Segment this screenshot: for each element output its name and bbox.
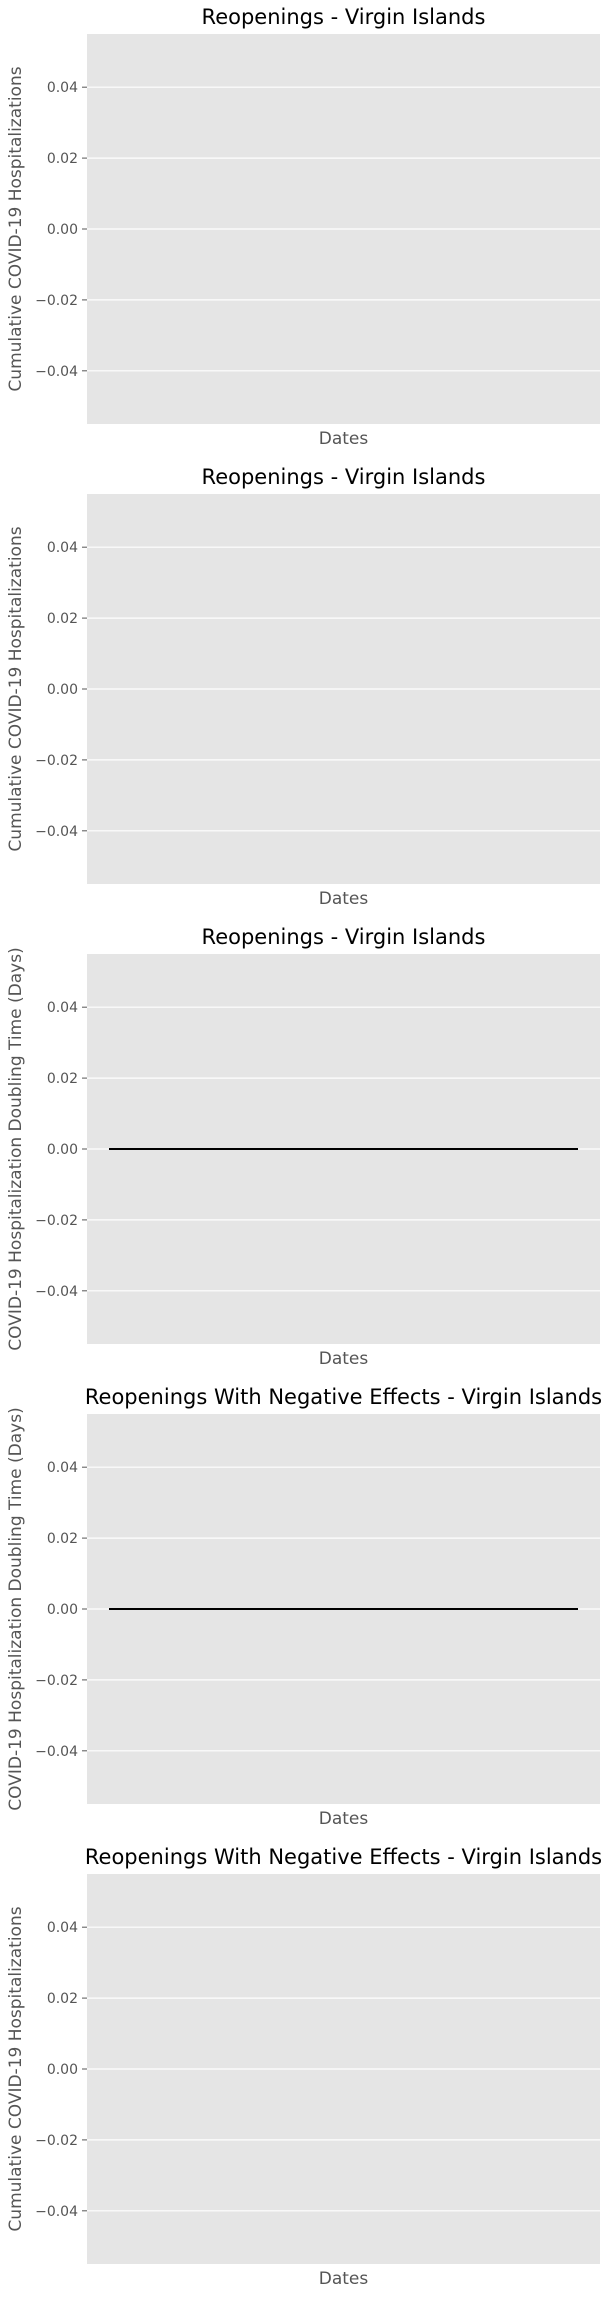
- y-tick-label: −0.04: [35, 1284, 78, 1300]
- y-tick-label: 0.04: [47, 540, 78, 556]
- chart-panel-3: 0.04 0.02 0.00 −0.02 −0.04 Reopenings - Virgi…: [6, 925, 600, 1369]
- y-axis-label: Cumulative COVID-19 Hospitalizations: [6, 526, 26, 851]
- x-axis-label: Dates: [319, 1809, 369, 1829]
- y-tick-label: 0.02: [47, 1991, 78, 2007]
- x-axis-label: Dates: [319, 1349, 369, 1369]
- y-tick-label: 0.00: [47, 2062, 78, 2078]
- y-tick-label: 0.00: [47, 682, 78, 698]
- y-axis-label: COVID-19 Hospitalization Doubling Time (…: [6, 947, 26, 1350]
- y-axis-label: COVID-19 Hospitalization Doubling Time (…: [6, 1407, 26, 1810]
- y-tick-label: 0.00: [47, 222, 78, 238]
- y-axis-label: Cumulative COVID-19 Hospitalizations: [6, 1906, 26, 2231]
- y-tick-label: 0.02: [47, 611, 78, 627]
- y-tick-label: 0.04: [47, 80, 78, 96]
- y-tick-label: −0.04: [35, 1744, 78, 1760]
- chart-title: Reopenings - Virgin Islands: [202, 925, 486, 949]
- y-tick-label: 0.02: [47, 1531, 78, 1547]
- chart-title: Reopenings With Negative Effects - Virgi…: [85, 1845, 602, 1869]
- x-axis-label: Dates: [319, 2269, 369, 2289]
- chart-title: Reopenings - Virgin Islands: [202, 5, 486, 29]
- y-tick-label: 0.02: [47, 151, 78, 167]
- chart-panel-5: 0.04 0.02 0.00 −0.02 −0.04 Reopenings With Ne…: [6, 1845, 602, 2289]
- y-tick-label: −0.04: [35, 824, 78, 840]
- y-axis-label: Cumulative COVID-19 Hospitalizations: [6, 66, 26, 391]
- y-tick-label: −0.02: [35, 753, 78, 769]
- y-tick-label: 0.04: [47, 1460, 78, 1476]
- y-tick-label: −0.02: [35, 2133, 78, 2149]
- y-tick-label: 0.02: [47, 1071, 78, 1087]
- y-tick-label: 0.00: [47, 1602, 78, 1618]
- y-tick-label: −0.04: [35, 364, 78, 380]
- y-tick-label: −0.02: [35, 293, 78, 309]
- chart-panel-2: 0.04 0.02 0.00 −0.02 −0.04 Reopenings - Virgi…: [6, 465, 600, 909]
- y-tick-label: −0.04: [35, 2204, 78, 2220]
- y-tick-label: 0.04: [47, 1000, 78, 1016]
- y-tick-label: −0.02: [35, 1673, 78, 1689]
- y-tick-label: −0.02: [35, 1213, 78, 1229]
- chart-panel-4: 0.04 0.02 0.00 −0.02 −0.04 Reopenings With Ne…: [6, 1385, 602, 1829]
- chart-panel-1: 0.04 0.02 0.00 −0.02 −0.04 Reopenings - Virgi…: [6, 5, 600, 449]
- y-tick-label: 0.00: [47, 1142, 78, 1158]
- x-axis-label: Dates: [319, 889, 369, 909]
- chart-title: Reopenings With Negative Effects - Virgi…: [85, 1385, 602, 1409]
- y-tick-label: 0.04: [47, 1920, 78, 1936]
- x-axis-label: Dates: [319, 429, 369, 449]
- chart-title: Reopenings - Virgin Islands: [202, 465, 486, 489]
